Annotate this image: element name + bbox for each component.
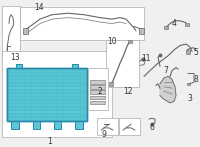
Text: 10: 10 (107, 37, 117, 46)
Bar (106, 40, 139, 87)
Bar (54, 121, 61, 129)
Text: 5: 5 (194, 48, 198, 57)
Bar (119, 118, 140, 135)
Text: 13: 13 (10, 53, 20, 62)
Bar (90, 101, 105, 104)
Bar (139, 28, 144, 34)
Text: 2: 2 (98, 87, 102, 96)
Text: 6: 6 (150, 123, 154, 132)
Bar (90, 90, 105, 94)
Bar (2, 6, 20, 56)
Bar (7, 68, 87, 121)
Bar (128, 40, 132, 43)
Text: 12: 12 (123, 87, 133, 96)
Text: 8: 8 (194, 75, 198, 84)
Bar (90, 80, 105, 84)
Bar (164, 26, 168, 29)
Text: 9: 9 (102, 130, 106, 139)
Bar (7, 68, 87, 121)
Text: 3: 3 (188, 94, 192, 103)
Bar (109, 82, 113, 86)
Bar (23, 28, 28, 34)
Polygon shape (160, 76, 176, 103)
Bar (33, 121, 40, 129)
Bar (75, 121, 83, 129)
Bar (90, 85, 105, 89)
Bar (20, 7, 144, 40)
Bar (16, 64, 22, 68)
Bar (187, 83, 190, 85)
Text: 7: 7 (164, 66, 168, 75)
Bar (185, 23, 189, 26)
Bar (97, 118, 118, 135)
Bar (11, 121, 19, 129)
Text: 1: 1 (48, 137, 52, 146)
Bar (88, 68, 108, 110)
Text: 4: 4 (172, 19, 176, 28)
Bar (2, 51, 112, 137)
Text: 14: 14 (34, 3, 44, 12)
Bar (72, 64, 78, 68)
Bar (186, 50, 190, 54)
Bar (90, 96, 105, 99)
Text: 11: 11 (141, 54, 151, 63)
